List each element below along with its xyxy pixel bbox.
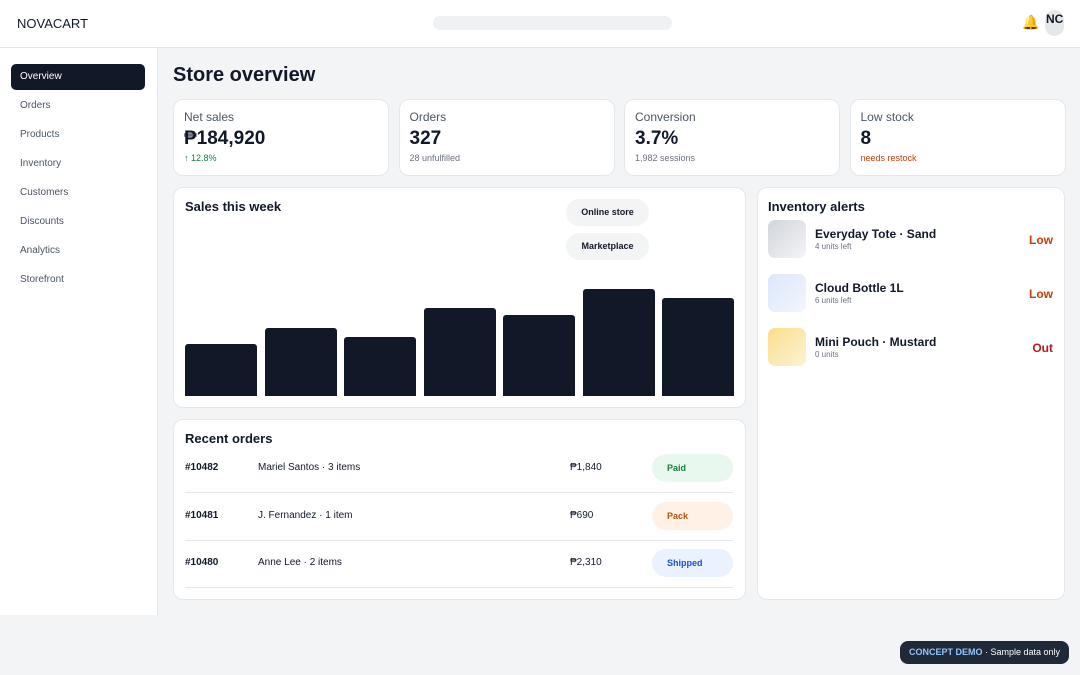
product-thumb <box>768 220 806 258</box>
order-id[interactable]: #10481 <box>185 509 219 521</box>
nav-item[interactable]: Orders <box>20 100 51 111</box>
orders-card <box>173 419 746 600</box>
avatar-initials: NC <box>1046 12 1064 26</box>
legend-pill[interactable]: Marketplace <box>566 233 649 260</box>
nav-item[interactable]: Analytics <box>20 245 61 256</box>
row-divider <box>185 587 733 588</box>
status-pill: Paid <box>652 454 733 482</box>
product-thumb <box>768 328 806 366</box>
card-title: Recent orders <box>185 431 273 446</box>
kpi-label: Orders <box>409 110 447 124</box>
nav-item[interactable]: Customers <box>20 187 69 198</box>
kpi-note: ↑ 12.8% <box>184 153 217 163</box>
kpi-value: ₱184,920 <box>184 128 266 149</box>
brand[interactable]: NOVACART <box>17 16 89 31</box>
product-stock: 0 units <box>815 350 839 359</box>
kpi-value: 327 <box>409 128 442 149</box>
bell-icon[interactable]: 🔔 <box>1022 14 1040 30</box>
kpi-label: Net sales <box>184 110 235 124</box>
product-name[interactable]: Mini Pouch · Mustard <box>815 335 937 349</box>
kpi-value: 3.7% <box>635 128 679 149</box>
status-pill: Pack <box>652 501 733 530</box>
row-divider <box>185 492 733 493</box>
product-thumb <box>768 274 806 312</box>
avatar[interactable] <box>1045 10 1064 36</box>
bar <box>185 344 257 396</box>
sidebar <box>0 48 158 615</box>
kpi-value: 8 <box>860 128 872 149</box>
order-id[interactable]: #10482 <box>185 462 219 473</box>
product-stock: 4 units left <box>815 242 852 251</box>
status-pill: Shipped <box>652 549 733 577</box>
bar <box>662 298 734 396</box>
badge-text: · Sample data only <box>982 647 1061 657</box>
order-customer: Anne Lee · 2 items <box>258 557 342 568</box>
nav-item[interactable]: Inventory <box>20 158 62 169</box>
kpi-note: 28 unfulfilled <box>409 153 461 163</box>
page-title: Store overview <box>173 64 316 86</box>
kpi-card <box>624 99 840 176</box>
bar <box>344 337 416 396</box>
nav-item[interactable]: Storefront <box>20 274 64 285</box>
order-id[interactable]: #10480 <box>185 557 219 568</box>
order-customer: Mariel Santos · 3 items <box>258 462 361 473</box>
kpi-note: needs restock <box>860 153 917 163</box>
bar <box>503 315 575 396</box>
product-name[interactable]: Everyday Tote · Sand <box>815 227 937 241</box>
card-title: Sales this week <box>185 199 282 214</box>
stock-level: Low <box>1029 233 1053 247</box>
product-stock: 6 units left <box>815 296 852 305</box>
search-bar[interactable] <box>433 16 672 30</box>
kpi-note: 1,982 sessions <box>635 153 696 163</box>
badge-label: CONCEPT DEMO <box>908 647 983 657</box>
bar <box>582 289 655 396</box>
nav-item[interactable]: Products <box>20 129 60 140</box>
legend-pill[interactable]: Online store <box>566 199 649 226</box>
kpi-label: Conversion <box>635 110 696 124</box>
order-amount: ₱2,310 <box>570 557 602 568</box>
kpi-card <box>849 99 1066 176</box>
inventory-card <box>757 187 1065 600</box>
nav-item[interactable]: Overview <box>11 64 145 90</box>
order-customer: J. Fernandez · 1 item <box>258 509 353 521</box>
stock-level: Out <box>1032 341 1053 355</box>
nav-item[interactable]: Discounts <box>20 216 64 227</box>
kpi-label: Low stock <box>860 110 914 124</box>
demo-badge: CONCEPT DEMO · Sample data only <box>900 641 1069 664</box>
bar <box>264 328 337 396</box>
stock-level: Low <box>1029 287 1053 301</box>
kpi-card <box>173 99 389 176</box>
bar <box>423 308 496 396</box>
order-amount: ₱690 <box>570 509 594 521</box>
product-name[interactable]: Cloud Bottle 1L <box>815 281 904 295</box>
kpi-card <box>398 99 615 176</box>
row-divider <box>185 539 733 541</box>
card-title: Inventory alerts <box>768 199 865 214</box>
order-amount: ₱1,840 <box>570 462 602 473</box>
